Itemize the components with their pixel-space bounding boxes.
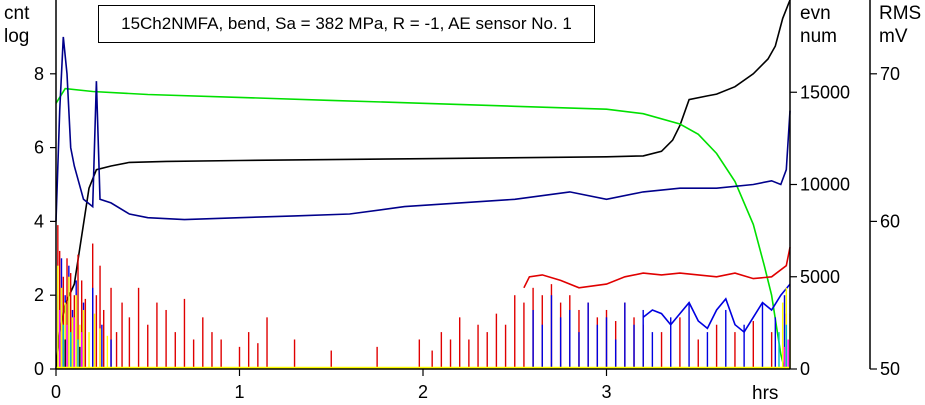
left-axis-label-bottom: log (4, 26, 29, 47)
left-tick-label-3: 6 (34, 138, 44, 158)
series-1-line (55, 87, 786, 370)
series-3-line (523, 247, 791, 289)
series-4-line (642, 283, 791, 334)
events-tick-label-3: 15000 (800, 82, 850, 102)
events-tick-label-2: 10000 (800, 175, 850, 195)
x-tick-label-1: 1 (234, 382, 244, 402)
left-tick-label-1: 2 (34, 285, 44, 305)
rms-axis-label-bottom: mV (879, 26, 908, 47)
left-tick-label-2: 4 (34, 211, 44, 231)
rms-tick-label-1: 60 (880, 211, 900, 231)
events-axis-label-top: evn (800, 3, 831, 24)
rms-tick-label-2: 70 (880, 64, 900, 84)
left-tick-label-4: 8 (34, 64, 44, 84)
x-axis-label: hrs (752, 383, 778, 404)
x-tick-label-2: 2 (418, 382, 428, 402)
chart-title-box: 15Ch2NMFA, bend, Sa = 382 MPa, R = -1, A… (98, 5, 595, 43)
events-axis-label-bottom: num (800, 26, 837, 47)
x-tick-label-3: 3 (601, 382, 611, 402)
left-axis-label-top: cnt (4, 3, 30, 24)
series-0-line (55, 0, 791, 370)
chart-title: 15Ch2NMFA, bend, Sa = 382 MPa, R = -1, A… (121, 14, 572, 33)
rms-tick-label-0: 50 (880, 359, 900, 379)
left-tick-label-0: 0 (34, 359, 44, 379)
series-2-line (55, 36, 791, 222)
x-tick-label-0: 0 (51, 382, 61, 402)
rms-axis-label-top: RMS (879, 3, 921, 24)
events-tick-label-1: 5000 (800, 267, 840, 287)
events-tick-label-0: 0 (800, 359, 810, 379)
